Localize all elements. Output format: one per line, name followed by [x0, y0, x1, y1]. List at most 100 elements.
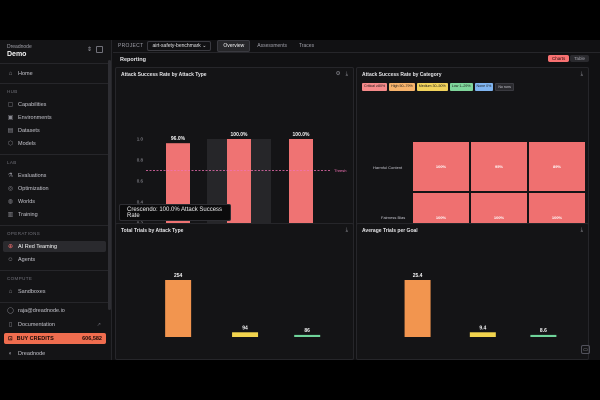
legend-low: Low 1–29% — [449, 83, 473, 91]
sidebar: Dreadnode Demo ⇕ ⌂ Home HUB ▢ Capabilitie… — [0, 40, 112, 360]
data-label: 100.0% — [293, 132, 311, 138]
download-icon[interactable]: ⤓ — [580, 71, 583, 77]
settings-icon[interactable]: ⚙ — [335, 71, 341, 77]
tab-overview[interactable]: Overview — [217, 40, 251, 52]
view-toggle: Charts Table — [547, 55, 589, 62]
buy-credits-button[interactable]: ⊡ BUY CREDITS 606,582 — [4, 333, 106, 344]
legend-high: High 50–79% — [389, 83, 415, 91]
chart-tooltip: Crescendo: 100.0% Attack Success Rate — [119, 204, 231, 221]
sidebar-footer-brand: ◐ Dreadnode — [8, 350, 46, 357]
workspace-name: Demo — [7, 51, 27, 58]
red-team-icon: ⊕ — [7, 244, 14, 250]
chevron-down-icon: ⌄ — [202, 43, 207, 49]
data-label: 96.0% — [171, 136, 186, 142]
sidebar-item-models[interactable]: ⬡ Models — [7, 140, 36, 148]
y-tick-label: 0.6 — [137, 179, 144, 184]
data-label: 25.4 — [413, 273, 423, 279]
bar — [404, 280, 431, 337]
bar — [165, 280, 192, 337]
heatmap-cell[interactable]: 100% — [413, 142, 469, 191]
user-account[interactable]: ◯ raja@dreadnode.io — [7, 307, 65, 315]
y-tick-label: 0.4 — [137, 200, 144, 205]
sidebar-item-training[interactable]: ▥ Training — [7, 211, 38, 219]
data-label: 9.4 — [479, 325, 486, 331]
datasets-icon: ▤ — [7, 128, 14, 134]
capabilities-icon: ▢ — [7, 102, 14, 108]
training-icon: ▥ — [7, 212, 14, 218]
project-label: PROJECT — [118, 43, 144, 49]
dreadnode-logo-icon: ◐ — [8, 350, 13, 357]
download-icon[interactable]: ⤓ — [345, 71, 348, 77]
workspace-switcher[interactable]: Dreadnode Demo — [7, 44, 32, 58]
charts-toggle[interactable]: Charts — [547, 55, 570, 62]
legend-none: None 0% — [474, 83, 494, 91]
sidebar-item-ai-red-teaming[interactable]: ⊕ AI Red Teaming — [3, 241, 106, 252]
sidebar-item-environments[interactable]: ▣ Environments — [7, 114, 52, 122]
legend-medium: Medium 30–50% — [416, 83, 448, 91]
section-title: Reporting — [120, 57, 146, 63]
data-label: 100.0% — [231, 132, 249, 138]
collapse-sidebar-icon[interactable] — [96, 46, 103, 53]
chat-icon[interactable]: ▭ — [581, 345, 590, 354]
sidebar-item-datasets[interactable]: ▤ Datasets — [7, 127, 40, 135]
home-icon: ⌂ — [8, 70, 13, 77]
sidebar-item-evaluations[interactable]: ⚗ Evaluations — [7, 172, 47, 180]
models-icon: ⬡ — [7, 141, 14, 147]
y-tick-label: 1.0 — [137, 137, 144, 142]
tab-traces[interactable]: Traces — [298, 43, 315, 49]
bar — [232, 332, 259, 337]
section-compute: COMPUTE — [7, 276, 33, 281]
heatmap-row-label: Harmful Content — [373, 165, 403, 170]
app-window: Dreadnode Demo ⇕ ⌂ Home HUB ▢ Capabilitie… — [0, 40, 600, 360]
avg-trials-panel: Average Trials per Goal ⤓ 25.4TAP9.4Cres… — [356, 223, 589, 360]
trials-bar-chart: 254TAP94Crescendo86GOAT — [165, 273, 321, 337]
sidebar-item-home[interactable]: ⌂ Home — [8, 70, 33, 77]
heatmap-cell[interactable]: 95% — [471, 142, 527, 191]
sidebar-scrollbar[interactable] — [108, 60, 111, 310]
legend-no-runs: No runs — [495, 83, 514, 91]
globe-icon: ◍ — [7, 199, 14, 205]
sidebar-item-sandboxes[interactable]: ⌂ Sandboxes — [8, 288, 46, 295]
sidebar-item-agents[interactable]: ☺ Agents — [7, 256, 36, 263]
heatmap-row-label: Fairness Bias — [381, 215, 406, 220]
panel-title: Attack Success Rate by Category — [362, 72, 442, 78]
panel-title: Attack Success Rate by Attack Type — [121, 72, 207, 78]
top-bar: PROJECT airt-safety-benchmark ⌄ Overview… — [113, 40, 600, 53]
environments-icon: ▣ — [7, 115, 14, 121]
org-label: Dreadnode — [7, 44, 32, 50]
evaluations-icon: ⚗ — [7, 173, 14, 179]
optimization-icon: ◎ — [7, 186, 14, 192]
bar — [469, 332, 496, 337]
data-label: 8.6 — [540, 328, 547, 334]
trials-by-type-panel: Total Trials by Attack Type ⤓ 254TAP94Cr… — [115, 223, 354, 360]
asr-by-category-panel: Attack Success Rate by Category ⤓ Critic… — [356, 67, 589, 250]
project-select[interactable]: airt-safety-benchmark ⌄ — [147, 41, 212, 51]
sidebar-item-optimization[interactable]: ◎ Optimization — [7, 185, 49, 193]
user-icon: ◯ — [7, 308, 14, 314]
external-link-icon: ↗ — [96, 321, 101, 328]
bar — [530, 334, 557, 337]
severity-legend: Critical ≥80% High 50–79% Medium 30–50% … — [362, 83, 514, 91]
download-icon[interactable]: ⤓ — [580, 227, 583, 233]
document-icon: ▯ — [8, 322, 13, 328]
cart-icon: ⊡ — [8, 335, 13, 342]
section-operations: OPERATIONS — [7, 231, 41, 236]
tab-assessments[interactable]: Assessments — [257, 43, 287, 49]
avg-trials-bar-chart: 25.4TAP9.4Crescendo8.6GOAT — [404, 273, 557, 337]
data-label: 94 — [242, 325, 248, 331]
section-hub: HUB — [7, 89, 18, 94]
documentation-link[interactable]: ▯ Documentation ↗ — [8, 321, 101, 329]
sidebar-item-capabilities[interactable]: ▢ Capabilities — [7, 101, 47, 109]
bar — [294, 334, 321, 337]
chevron-updown-icon[interactable]: ⇕ — [86, 47, 92, 53]
heatmap-cell[interactable]: 89% — [529, 142, 585, 191]
sidebar-item-worlds[interactable]: ◍ Worlds — [7, 198, 36, 206]
agents-icon: ☺ — [7, 256, 14, 263]
panel-title: Average Trials per Goal — [362, 228, 418, 234]
section-lab: LAB — [7, 160, 17, 165]
panel-title: Total Trials by Attack Type — [121, 228, 184, 234]
legend-critical: Critical ≥80% — [362, 83, 388, 91]
download-icon[interactable]: ⤓ — [345, 227, 348, 233]
credits-amount: 606,582 — [82, 335, 102, 342]
table-toggle[interactable]: Table — [570, 55, 589, 62]
